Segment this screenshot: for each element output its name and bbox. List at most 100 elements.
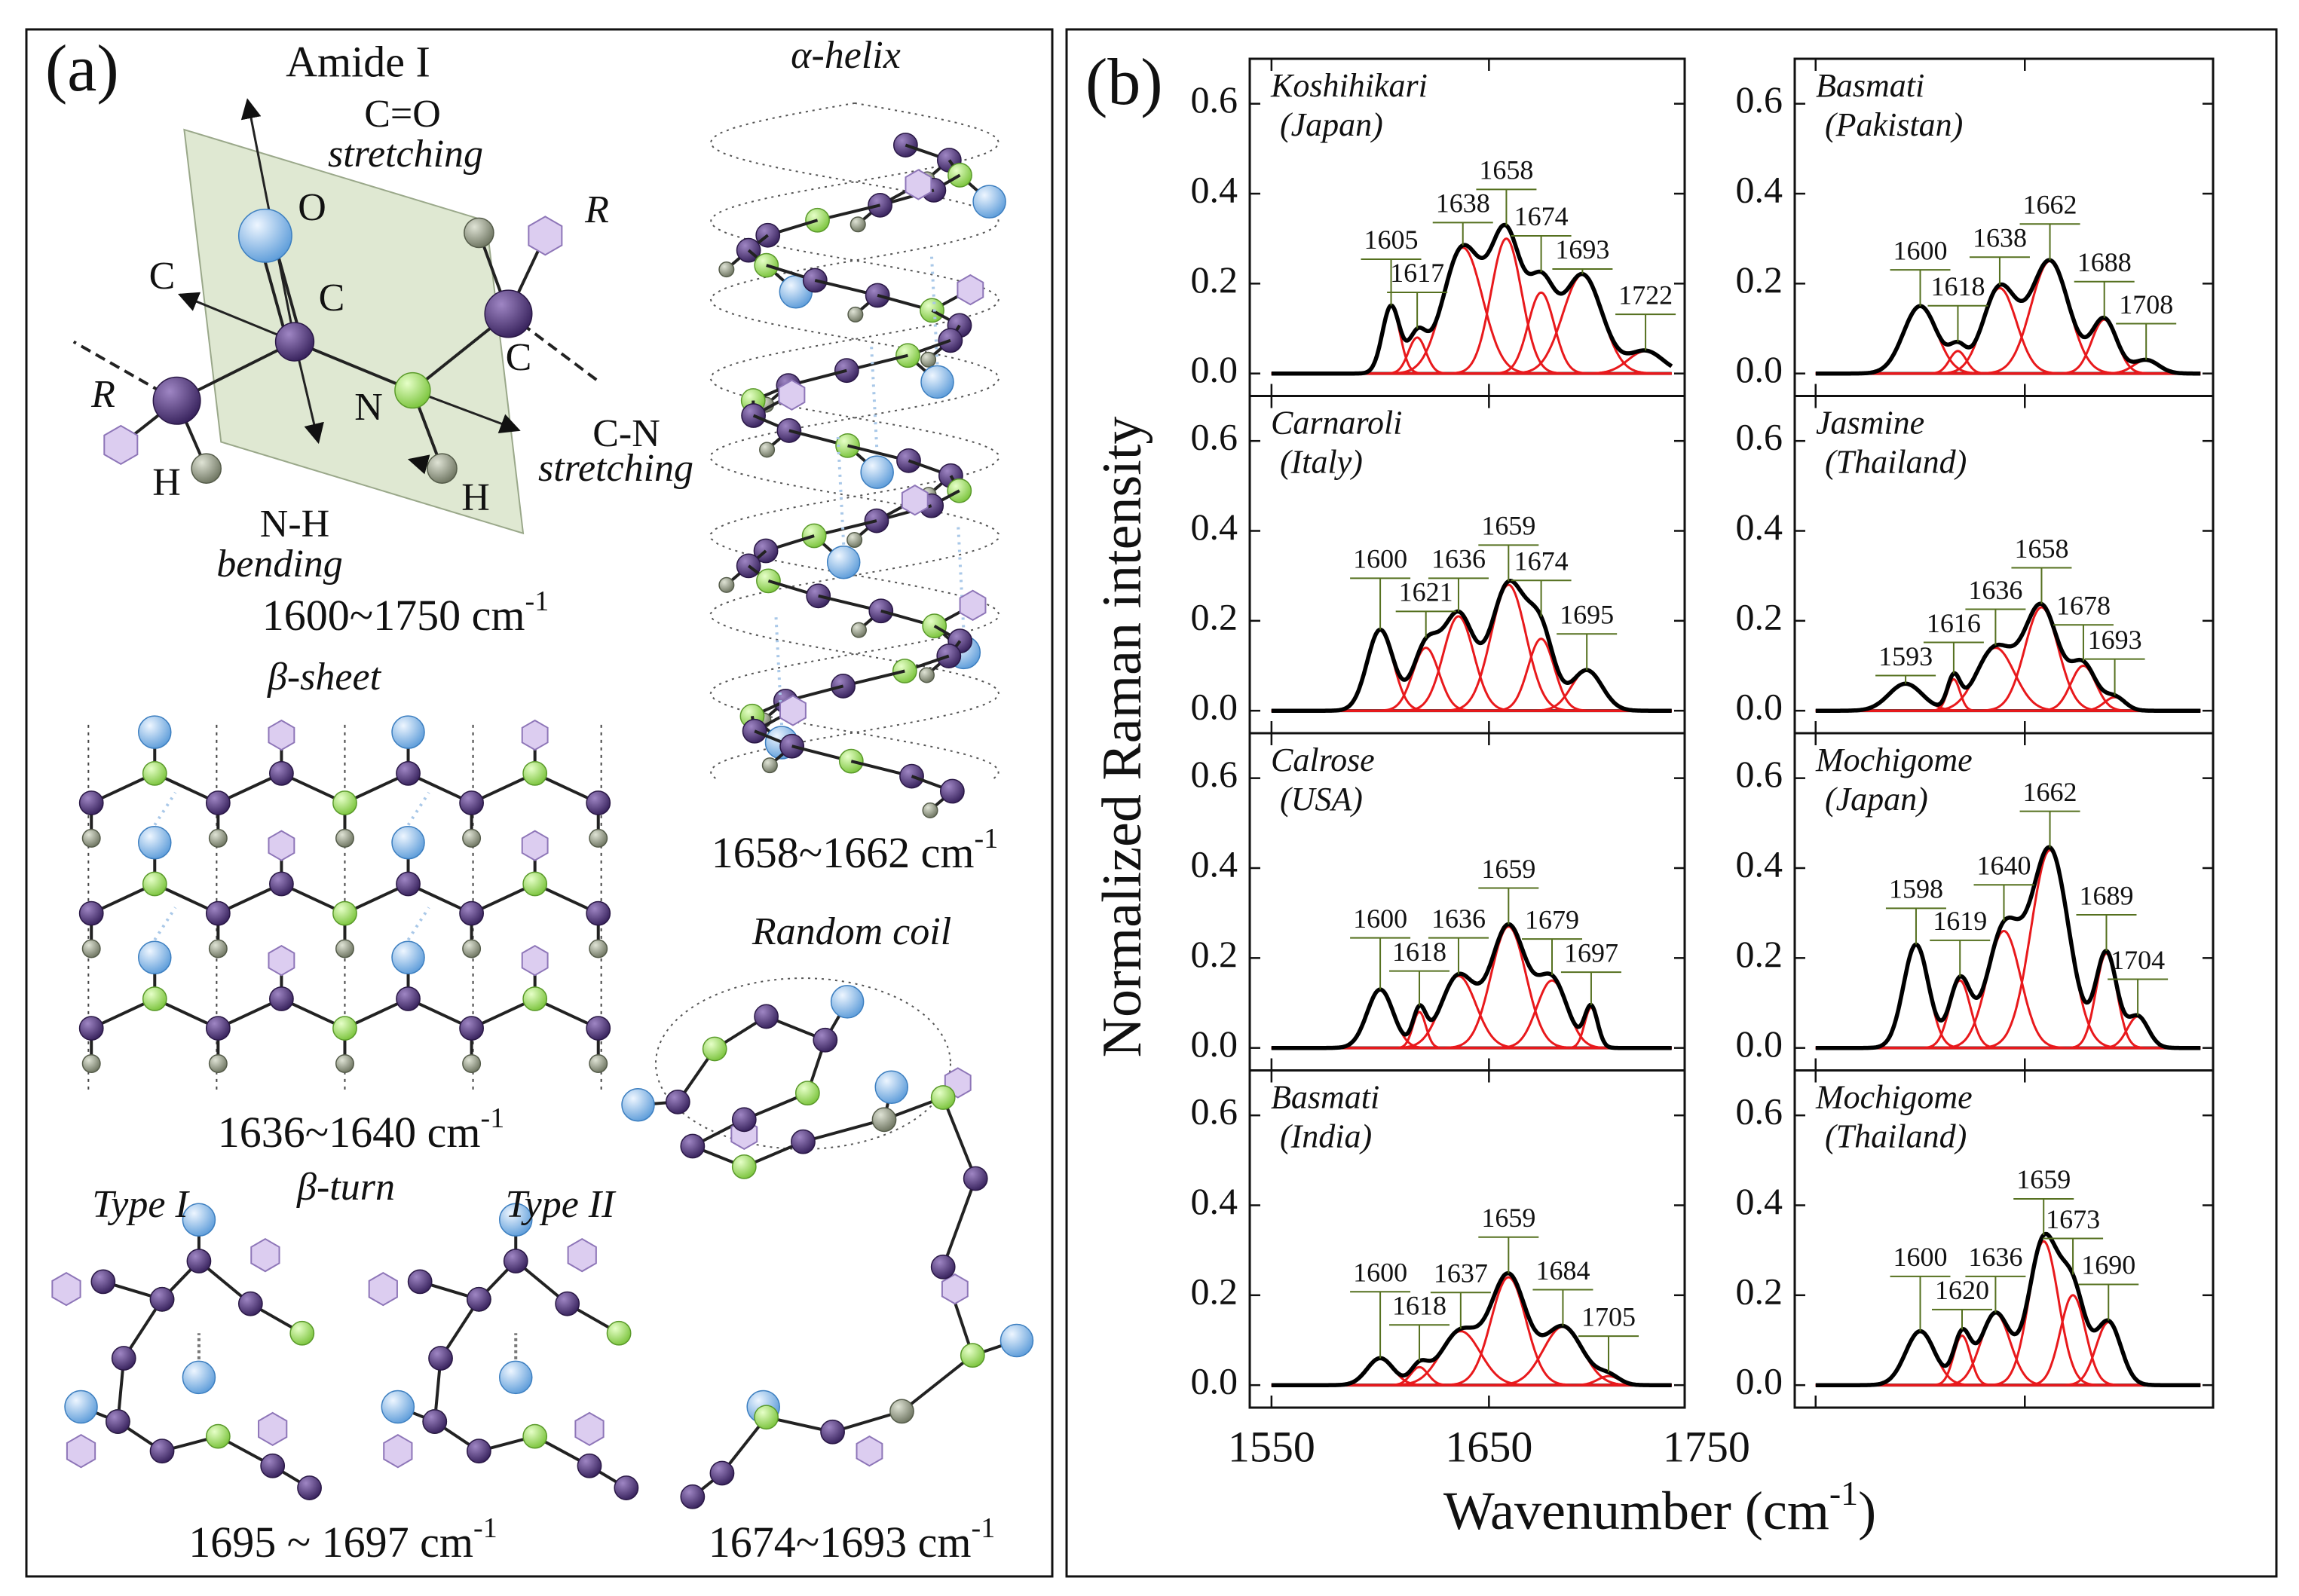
structure-title: α-helix [791, 34, 901, 77]
atom [999, 1323, 1034, 1358]
panel-label: (b) [1085, 46, 1163, 119]
component-peak [1271, 979, 1672, 1050]
peak-label: 1662 [2023, 777, 2077, 807]
atom [462, 1054, 482, 1073]
side-chain [521, 830, 549, 861]
atom [269, 986, 294, 1011]
component-peak [1271, 988, 1672, 1050]
atom [794, 1081, 820, 1105]
atom [391, 715, 425, 749]
side-chain [521, 719, 549, 751]
plot-frame [1793, 1069, 2215, 1409]
atom [939, 778, 965, 804]
atom [960, 1343, 985, 1368]
peak-label: 1637 [1434, 1258, 1488, 1289]
atom [754, 252, 779, 278]
side-chain [574, 1411, 605, 1447]
atom [820, 1419, 845, 1445]
peak-label: 1636 [1431, 544, 1486, 574]
atom [614, 1475, 639, 1500]
peak-label: 1636 [1968, 1242, 2022, 1272]
peak-label: 1638 [1436, 188, 1490, 219]
sample-name: Jasmine [1816, 405, 1924, 442]
peak-label: 1640 [1977, 851, 2031, 881]
peak-label: 1658 [1479, 155, 1533, 185]
bond [956, 522, 966, 635]
atom [791, 1129, 816, 1154]
side-chain [368, 1271, 398, 1307]
y-tick-label: 0.0 [1191, 686, 1238, 728]
atom [731, 1154, 757, 1179]
sample-origin: (Thailand) [1825, 1118, 1967, 1155]
y-tick-label: 0.4 [1191, 842, 1238, 885]
atom [394, 371, 431, 409]
atom [868, 192, 892, 218]
atom [297, 1475, 322, 1500]
envelope [1815, 601, 2201, 713]
atom [381, 1390, 415, 1424]
atom [391, 826, 425, 860]
atom [407, 1269, 433, 1295]
y-tick-label: 0.0 [1191, 1360, 1238, 1402]
atom [874, 1070, 909, 1105]
atom [106, 1409, 130, 1434]
atom [466, 1286, 491, 1312]
r-label: R [584, 188, 609, 231]
structure-title: Type II [506, 1183, 617, 1226]
sample-name: Koshihikari [1270, 67, 1428, 104]
peak-label: 1659 [1481, 511, 1535, 541]
x-tick-label: 1750 [1663, 1422, 1750, 1471]
coil-outline [654, 977, 951, 1150]
atom-label: C [319, 277, 345, 320]
atom [269, 760, 294, 786]
peak-label: 1659 [2016, 1164, 2071, 1194]
atom [142, 986, 167, 1011]
atom [138, 940, 172, 975]
atom [149, 1439, 175, 1464]
peak-label: 1638 [1973, 223, 2027, 253]
side-chain [268, 719, 295, 751]
atom [586, 1016, 611, 1041]
peak-label: 1708 [2119, 289, 2173, 320]
y-tick-label: 0.0 [1736, 1360, 1783, 1402]
y-tick-label: 0.2 [1191, 933, 1238, 975]
peak-label: 1593 [1878, 641, 1933, 671]
atom [459, 1016, 484, 1041]
atom [464, 217, 494, 249]
panel-label: (a) [45, 32, 119, 105]
panel-a-texts: (a) Amide I C=O stretching O C C C N H H… [45, 32, 998, 1567]
peak-label: 1636 [1431, 903, 1486, 934]
y-tick-label: 0.2 [1191, 595, 1238, 637]
mode-label: C-N [592, 412, 660, 455]
peak-label: 1618 [1392, 1290, 1446, 1320]
atom [850, 622, 867, 638]
side-chain [856, 1435, 883, 1467]
component-peak [1271, 246, 1672, 375]
y-tick-label: 0.4 [1736, 506, 1783, 548]
atom [422, 1409, 448, 1434]
atom [930, 1085, 956, 1110]
mode-label: stretching [538, 447, 693, 490]
atom [81, 1054, 101, 1073]
atom-label: O [298, 186, 326, 229]
atom [589, 939, 608, 959]
atom [555, 1291, 580, 1316]
y-axis-label: Normalized Raman intensity [1091, 417, 1153, 1058]
atom [522, 760, 548, 786]
range-label: 1600~1750 cm-1 [262, 586, 549, 641]
mode-label: stretching [328, 133, 483, 176]
atom [428, 1346, 453, 1371]
atom [665, 1089, 690, 1114]
atom [754, 1405, 779, 1430]
y-tick-label: 0.6 [1736, 753, 1783, 795]
atom [237, 1291, 263, 1316]
sample-name: Carnaroli [1271, 405, 1402, 442]
atom [963, 1166, 988, 1191]
component-peak [1815, 979, 2201, 1050]
atom [462, 939, 482, 959]
atom [191, 453, 222, 484]
mode-label: C=O [364, 93, 441, 136]
side-chain [901, 485, 929, 516]
sample-name: Mochigome [1815, 1079, 1973, 1116]
sample-name: Basmati [1816, 67, 1924, 104]
